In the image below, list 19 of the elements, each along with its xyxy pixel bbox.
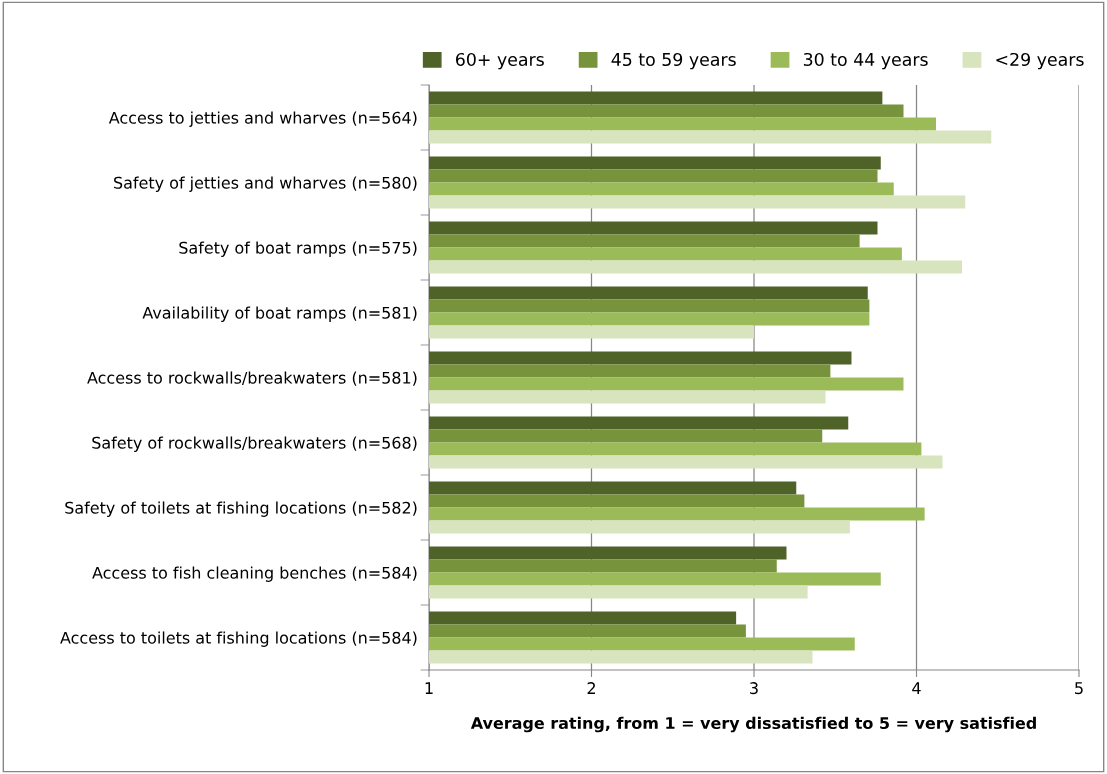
y-tick-label: Safety of boat ramps (n=575)	[179, 241, 417, 257]
x-tick-label: 3	[750, 682, 758, 695]
legend-label: 60+ years	[456, 52, 544, 70]
y-tick-label: Access to fish cleaning benches (n=584)	[92, 566, 417, 582]
y-tick-label: Access to rockwalls/breakwaters (n=581)	[87, 371, 417, 386]
legend-label: 30 to 44 years	[803, 52, 928, 70]
x-tick-label: 2	[587, 682, 595, 694]
x-tick-label: 5	[1075, 682, 1083, 695]
legend-label: <29 years	[996, 52, 1084, 70]
y-tick-label: Safety of jetties and wharves (n=580)	[114, 176, 417, 192]
y-tick-label: Access to jetties and wharves (n=564)	[108, 111, 417, 127]
y-tick-label: Safety of toilets at fishing locations (n=582)	[65, 501, 417, 517]
y-tick-label: Access to toilets at fishing locations (n=584)	[60, 631, 417, 647]
x-tick-label: 1	[425, 682, 433, 694]
x-tick-label: 4	[912, 682, 921, 694]
legend-label: 45 to 59 years	[611, 52, 736, 70]
y-tick-label: Safety of rockwalls/breakwaters (n=568)	[92, 436, 417, 452]
y-tick-label: Availability of boat ramps (n=581)	[142, 306, 417, 322]
x-axis-title: Average rating, from 1 = very dissatisfied to 5 = very satisfied	[470, 716, 1036, 733]
